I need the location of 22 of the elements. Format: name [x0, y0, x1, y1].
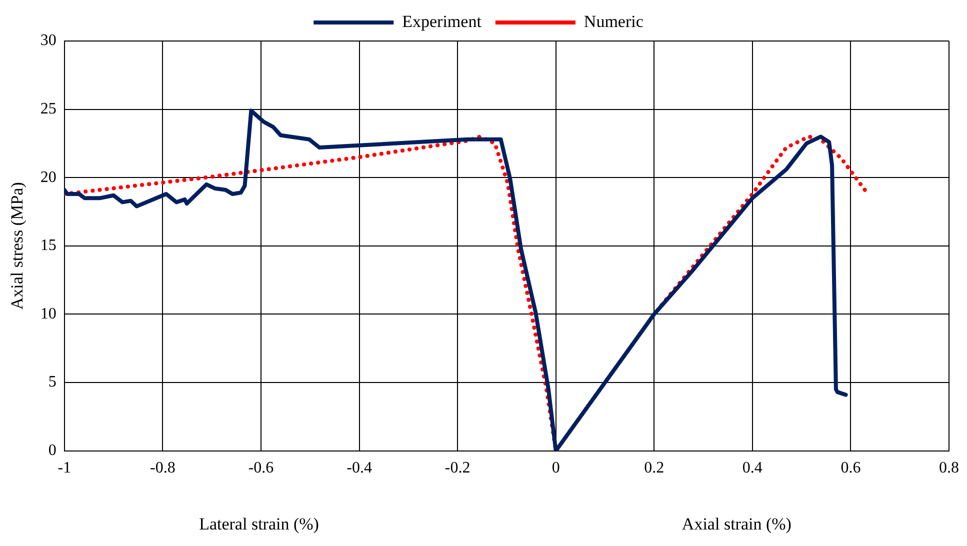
y-tick-label: 10 — [40, 305, 56, 322]
y-tick-label: 20 — [40, 168, 56, 186]
x-tick-label: -0.2 — [444, 460, 470, 477]
x-tick-label: 0.8 — [939, 460, 959, 477]
y-tick-label: 15 — [40, 237, 56, 254]
y-axis-title: Axial stress (MPa) — [8, 182, 27, 310]
x-tick-label: 0.6 — [840, 460, 861, 477]
text: Axial strain (%) — [682, 514, 792, 534]
y-tick-label: 30 — [40, 32, 56, 50]
x-tick-label: 0 — [552, 460, 560, 477]
x-tick-label: -0.6 — [248, 460, 274, 477]
y-tick-label: 5 — [48, 374, 56, 391]
legend-label: Experiment — [402, 12, 482, 31]
legend-label: Numeric — [584, 12, 644, 31]
x-axis-title: Lateral strain (%) — [199, 514, 319, 534]
x-tick-label: 0.4 — [742, 460, 762, 477]
x-tick-label: -0.4 — [346, 460, 372, 477]
x-tick-label: -0.8 — [150, 460, 176, 477]
x-tick-label: 0.2 — [644, 460, 664, 477]
y-tick-label: 25 — [40, 100, 56, 118]
y-tick-label: 0 — [48, 442, 56, 460]
x-tick-label: -1 — [58, 460, 72, 477]
